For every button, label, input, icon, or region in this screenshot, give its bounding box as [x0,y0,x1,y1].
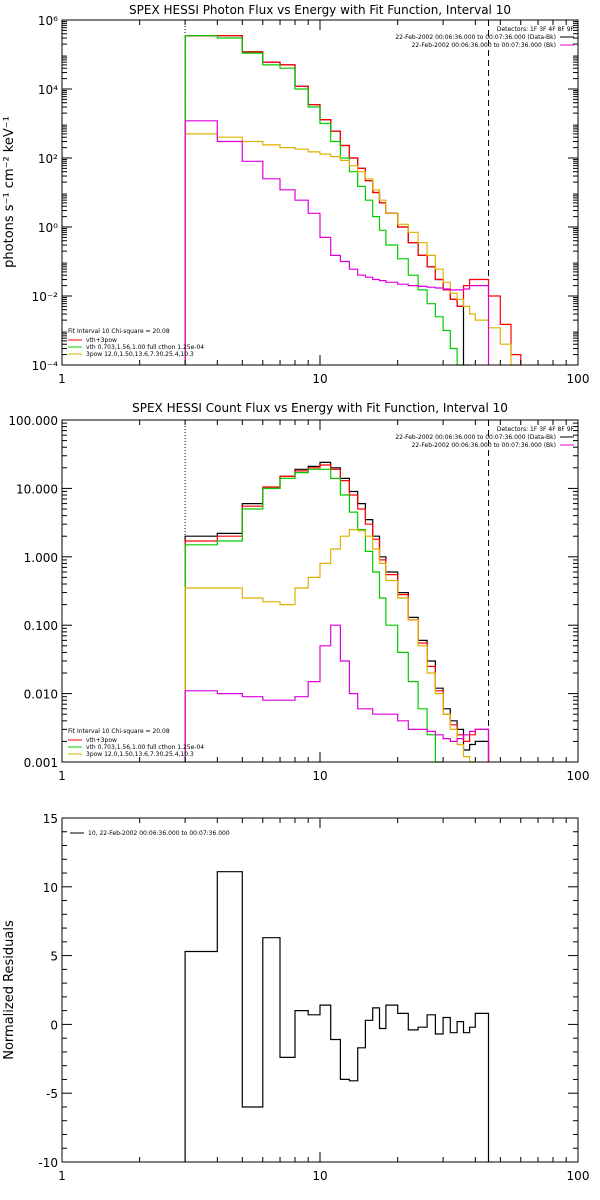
residuals-x-tick-label: 1 [58,1169,66,1183]
photon-y-tick-label: 10⁰ [38,221,58,235]
count-interval-data-bk: 22-Feb-2002 00:06:36.000 to 00:07:36.000… [395,434,556,441]
photon-series-2 [184,35,470,366]
photon-fit-header: Fit Interval 10 Chi-square = 20.08 [68,328,170,335]
residuals-y-tick-label: -10 [38,1156,58,1170]
photon-series-0 [184,35,465,365]
count-chart-title: SPEX HESSI Count Flux vs Energy with Fit… [132,401,508,415]
residuals-y-tick-label: 10 [43,881,58,895]
residuals-y-tick-label: -5 [46,1087,58,1101]
photon-chart-title: SPEX HESSI Photon Flux vs Energy with Fi… [129,3,511,17]
residuals-y-tick-label: 0 [50,1018,58,1032]
photon-series-3 [184,133,521,366]
photon-series-1 [184,35,522,365]
count-x-tick-label: 10 [312,769,327,783]
residuals-y-axis-label: Normalized Residuals [2,920,17,1060]
residuals-plot-frame [61,817,579,1163]
count-series-3 [184,529,476,763]
photon-y-tick-label: 10⁻⁴ [32,359,59,373]
count-interval-bk: 22-Feb-2002 00:06:36.000 to 00:07:36.000… [412,442,556,449]
photon-legend-entry-3: 3pow 12.0,1.50,13.6,7.30,25.4,10.3 [86,351,194,358]
photon-legend-entry-1: vth+3pow [86,337,117,344]
photon-flux-panel: SPEX HESSI Photon Flux vs Energy with Fi… [2,3,589,386]
photon-x-tick-label: 1 [58,372,66,386]
photon-y-tick-label: 10⁶ [38,14,58,28]
count-series-1 [184,464,490,762]
photon-interval-data-bk: 22-Feb-2002 00:06:36.000 to 00:07:36.000… [395,34,556,41]
residuals-legend-entry: 10, 22-Feb-2002 00:06:36.000 to 00:07:36… [88,830,230,837]
count-legend-entry-1: vth+3pow [86,737,117,744]
count-detectors-label: Detectors: 1F 3F 4F 8F 9F [497,426,575,433]
photon-series-4 [184,120,490,365]
residuals-y-tick-label: 5 [50,950,58,964]
residuals-series-0 [184,871,490,1162]
photon-y-axis-label: photons s⁻¹ cm⁻² keV⁻¹ [2,116,17,268]
count-y-tick-label: 0.010 [24,688,58,702]
photon-y-tick-label: 10⁴ [38,83,58,97]
count-flux-panel: SPEX HESSI Count Flux vs Energy with Fit… [8,401,589,783]
photon-interval-bk: 22-Feb-2002 00:06:36.000 to 00:07:36.000… [412,42,556,49]
count-y-tick-label: 1.000 [24,551,58,565]
photon-y-tick-label: 10² [38,152,58,166]
count-series-4 [184,624,490,762]
count-series-0 [184,461,490,762]
count-legend-entry-3: 3pow 12.0,1.50,13.6,7.30,25.4,10.3 [86,751,194,758]
count-fit-header: Fit Interval 10 Chi-square = 20.08 [68,728,170,735]
count-x-tick-label: 1 [58,769,66,783]
photon-x-tick-label: 100 [567,372,590,386]
count-x-tick-label: 100 [567,769,590,783]
count-y-tick-label: 10.000 [16,482,58,496]
residuals-y-tick-label: 15 [43,812,58,826]
count-series-2 [184,468,444,763]
count-y-tick-label: 100.000 [8,414,58,428]
residuals-x-tick-label: 10 [312,1169,327,1183]
residuals-x-tick-label: 100 [567,1169,590,1183]
photon-legend-entry-2: vth 0.703,1.56,1.00 full cthon 1.25e-04 [86,344,204,351]
count-plot-frame [61,419,579,763]
count-y-tick-label: 0.001 [24,756,58,770]
photon-x-tick-label: 10 [312,372,327,386]
photon-detectors-label: Detectors: 1F 3F 4F 8F 9F [497,26,575,33]
residuals-panel: Normalized Residuals 1 10 100 -10 -5 0 5 10 15 1… [2,812,589,1183]
count-legend-entry-2: vth 0.703,1.56,1.00 full cthon 1.25e-04 [86,744,204,751]
photon-y-tick-label: 10⁻² [32,290,59,304]
count-y-tick-label: 0.100 [24,619,58,633]
